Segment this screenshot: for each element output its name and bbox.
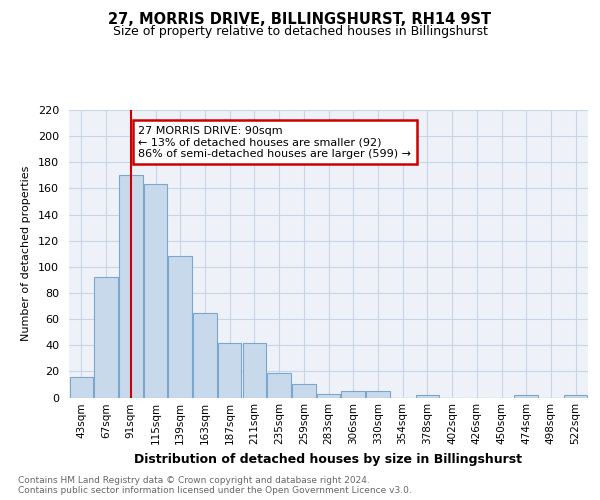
Bar [366,391,389,398]
Bar [514,395,538,398]
Bar [94,278,118,398]
Bar [144,184,167,398]
Bar [341,391,365,398]
Bar [242,342,266,398]
Bar [218,342,241,398]
Bar [416,395,439,398]
Bar [169,256,192,398]
Bar [292,384,316,398]
Text: Contains HM Land Registry data © Crown copyright and database right 2024.
Contai: Contains HM Land Registry data © Crown c… [18,476,412,495]
Bar [119,176,143,398]
Text: Size of property relative to detached houses in Billingshurst: Size of property relative to detached ho… [113,25,487,38]
Text: 27 MORRIS DRIVE: 90sqm
← 13% of detached houses are smaller (92)
86% of semi-det: 27 MORRIS DRIVE: 90sqm ← 13% of detached… [138,126,411,159]
Text: 27, MORRIS DRIVE, BILLINGSHURST, RH14 9ST: 27, MORRIS DRIVE, BILLINGSHURST, RH14 9S… [109,12,491,28]
X-axis label: Distribution of detached houses by size in Billingshurst: Distribution of detached houses by size … [134,453,523,466]
Y-axis label: Number of detached properties: Number of detached properties [21,166,31,342]
Bar [193,312,217,398]
Bar [564,395,587,398]
Bar [70,376,93,398]
Bar [317,394,340,398]
Bar [268,372,291,398]
